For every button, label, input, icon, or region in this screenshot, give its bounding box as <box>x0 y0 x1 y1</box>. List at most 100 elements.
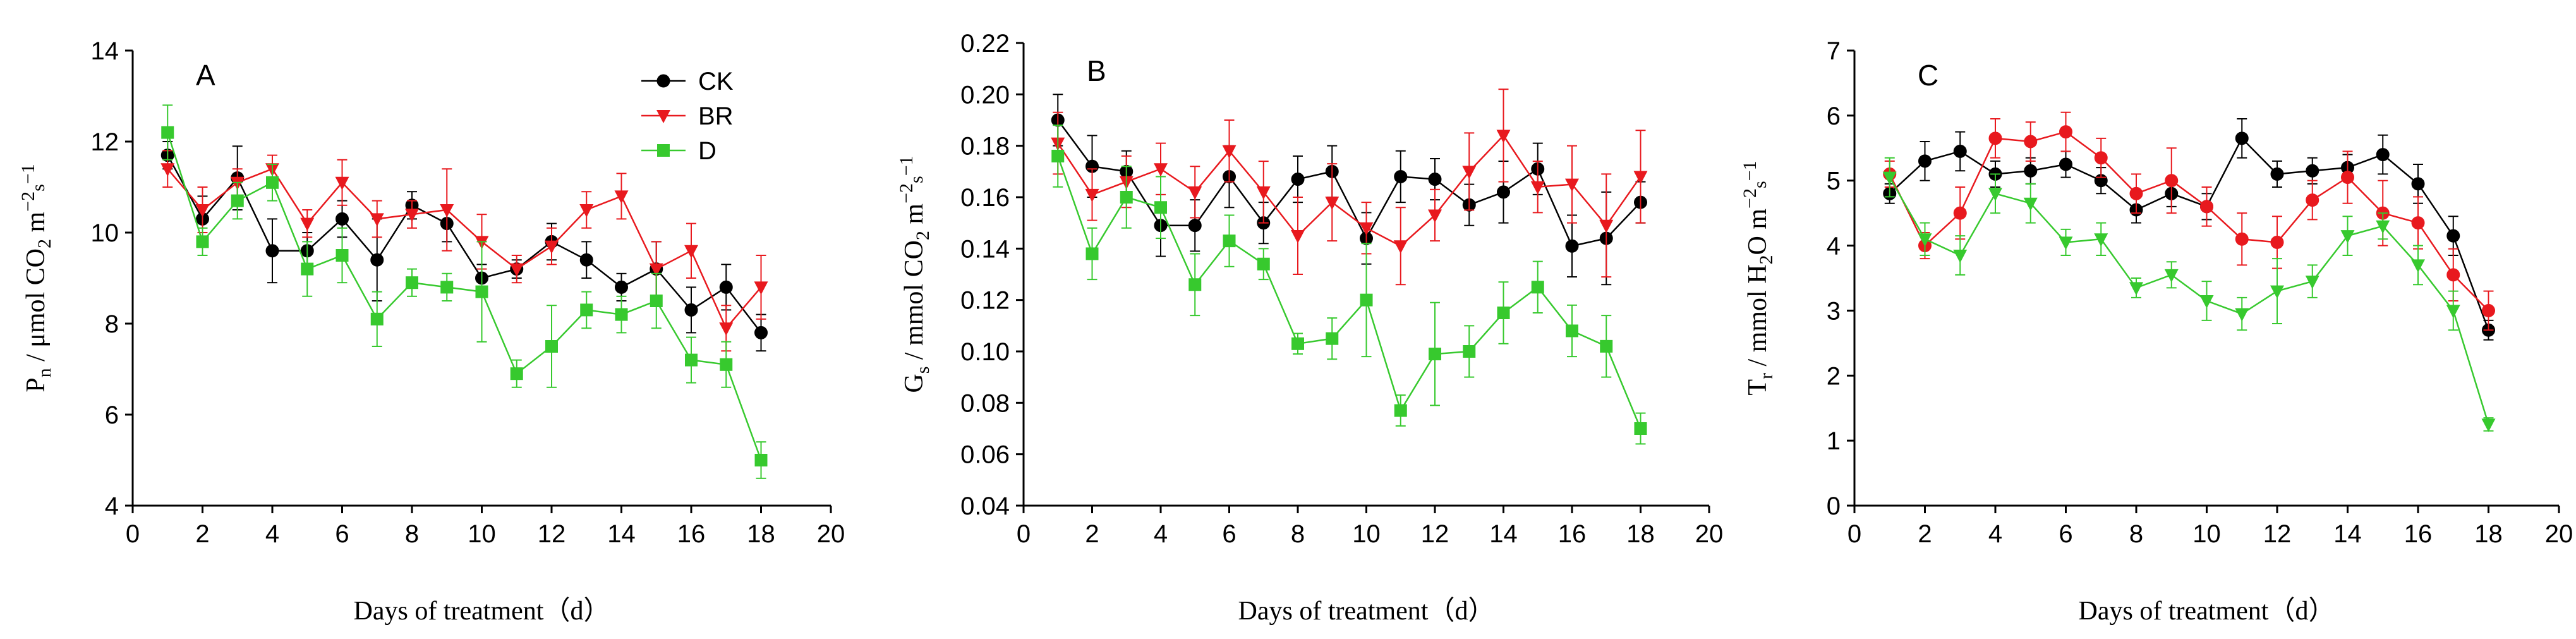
y-axis-label-part: 2 <box>912 231 933 240</box>
legend-label-d: D <box>698 137 717 165</box>
y-axis-label-part: 2 <box>1756 255 1777 264</box>
series-d <box>1051 125 1647 445</box>
y-tick-label: 4 <box>1827 233 1841 260</box>
data-point <box>509 263 524 277</box>
series-ck <box>1051 94 1647 286</box>
data-point <box>1463 345 1476 358</box>
x-tick-label: 18 <box>747 520 775 548</box>
x-tick-label: 8 <box>405 520 419 548</box>
y-tick-label: 0.10 <box>960 338 1010 366</box>
data-point <box>1394 169 1408 183</box>
data-point <box>1188 186 1202 200</box>
data-point <box>1531 281 1544 294</box>
data-point <box>1393 240 1408 254</box>
y-tick-label: 10 <box>91 219 119 247</box>
data-point <box>650 295 663 307</box>
x-tick-label: 2 <box>1085 520 1099 548</box>
data-point <box>336 212 349 226</box>
x-tick-label: 16 <box>677 520 706 548</box>
data-point <box>2411 177 2425 191</box>
data-point <box>754 454 768 466</box>
y-tick-label: 0.14 <box>960 235 1010 263</box>
x-tick-label: 14 <box>607 520 636 548</box>
series-line <box>1057 119 1642 247</box>
data-point <box>1051 149 1065 162</box>
data-point <box>405 209 419 222</box>
y-axis-label-part: O m <box>1743 209 1772 255</box>
data-point <box>1359 222 1374 236</box>
data-point <box>2306 164 2319 178</box>
data-point <box>719 280 733 294</box>
y-axis-label-part: s <box>1750 181 1770 188</box>
y-tick-label: 0 <box>1827 492 1841 520</box>
data-point <box>370 213 384 227</box>
y-tick-label: 0.06 <box>960 441 1010 469</box>
legend-label-br: BR <box>698 102 734 130</box>
y-axis-label-part: m <box>21 211 51 239</box>
data-point <box>1325 197 1339 210</box>
x-tick-label: 10 <box>2192 520 2221 548</box>
data-point <box>1291 230 1305 243</box>
y-axis-label: Tr / mmol H2O m−2s−1 <box>1739 161 1777 395</box>
data-point <box>615 280 628 294</box>
series-line <box>1057 155 1642 429</box>
chart-panel-a: 0 2 4 6 8 10 12 14 16 18 20 4 6 8 10 12 14 Days of treatm… <box>18 37 845 626</box>
data-point <box>2341 171 2354 185</box>
panel-label: A <box>196 59 215 92</box>
x-tick-label: 20 <box>2545 520 2573 548</box>
data-point <box>1565 239 1579 253</box>
data-point <box>2094 151 2108 165</box>
x-tick-label: 14 <box>2333 520 2362 548</box>
y-axis-label-part: −1 <box>18 164 39 184</box>
y-axis-label-part: s <box>906 176 927 183</box>
x-tick-label: 20 <box>1695 520 1724 548</box>
data-point <box>2200 200 2213 214</box>
data-point <box>1154 201 1167 214</box>
y-axis-label-part: T <box>1743 379 1772 396</box>
data-point <box>719 322 734 336</box>
data-point <box>649 263 663 277</box>
data-point <box>2129 282 2143 296</box>
data-point <box>1326 332 1339 345</box>
data-point <box>2023 197 2038 211</box>
y-tick-label: 4 <box>105 492 119 520</box>
data-point <box>265 244 279 258</box>
series-line <box>167 167 762 330</box>
y-axis-label-part: −2 <box>1739 188 1760 209</box>
data-point <box>1634 422 1647 435</box>
data-point <box>1882 171 1897 185</box>
data-point <box>1599 219 1614 233</box>
data-point <box>656 110 670 123</box>
series-d <box>161 104 768 479</box>
data-point <box>335 176 349 190</box>
data-point <box>1085 247 1099 260</box>
data-point <box>754 326 768 339</box>
legend-label-ck: CK <box>698 68 734 95</box>
data-point <box>579 253 593 267</box>
data-point <box>1291 173 1305 186</box>
x-tick-label: 6 <box>2059 520 2072 548</box>
x-tick-label: 10 <box>1352 520 1381 548</box>
data-point <box>1988 188 2002 202</box>
x-axis-label: Days of treatment（d） <box>1238 597 1495 626</box>
data-point <box>2446 268 2460 282</box>
x-tick-label: 2 <box>1918 520 1932 548</box>
data-point <box>720 358 733 371</box>
data-point <box>2270 285 2284 299</box>
data-point <box>1154 163 1168 177</box>
series-ck <box>160 141 768 352</box>
data-point <box>1953 144 1967 158</box>
data-point <box>2235 131 2249 145</box>
data-point <box>161 126 174 139</box>
x-tick-label: 8 <box>2129 520 2143 548</box>
data-point <box>657 144 670 157</box>
y-axis-label: Pn / μmol CO2 m−2s−1 <box>18 164 55 392</box>
data-point <box>1633 171 1648 185</box>
y-axis-label-part: −1 <box>896 155 917 176</box>
data-point <box>1918 233 1932 247</box>
x-tick-label: 4 <box>1154 520 1168 548</box>
y-tick-label: 12 <box>91 128 119 156</box>
data-point <box>2270 235 2284 249</box>
y-tick-label: 3 <box>1827 297 1841 325</box>
y-tick-label: 6 <box>1827 102 1841 130</box>
